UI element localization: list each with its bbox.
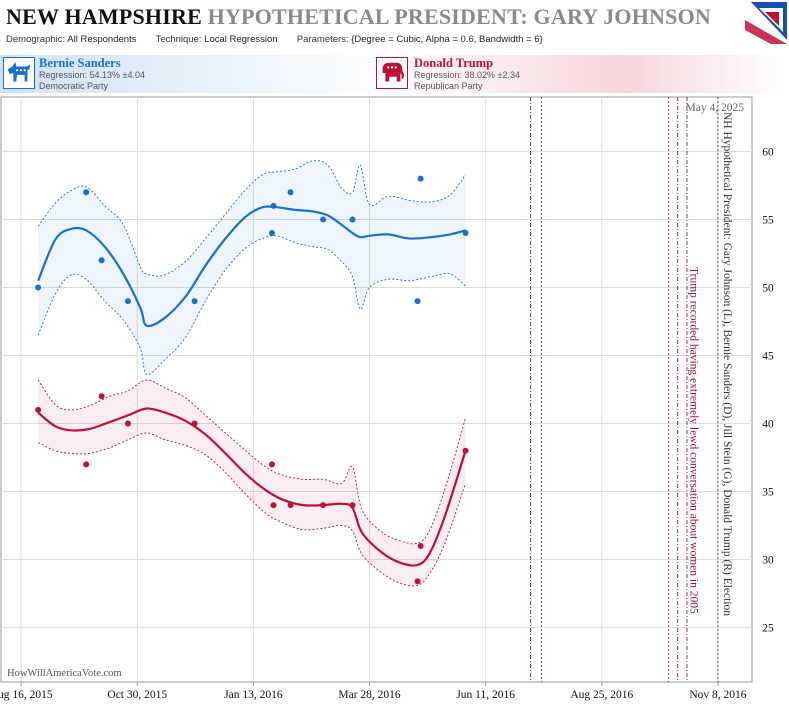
rep-name: Donald Trump (414, 56, 494, 70)
rep-poll-point (191, 420, 198, 427)
rep-poll-point (287, 502, 294, 509)
dem-poll-point (417, 175, 424, 182)
demographic-label: Demographic: (6, 34, 66, 45)
dem-poll-point (414, 298, 421, 305)
rep-poll-point (320, 502, 327, 509)
x-tick-label: Aug 25, 2016 (570, 689, 633, 701)
dem-poll-point (462, 230, 469, 237)
y-tick-label: 45 (762, 350, 774, 362)
dem-poll-point (320, 216, 327, 223)
y-tick-label: 50 (762, 282, 774, 294)
flag-icon (743, 0, 789, 46)
y-tick-label: 60 (762, 146, 774, 158)
rep-poll-point (270, 502, 277, 509)
dem-trend-line (37, 205, 466, 328)
rep-poll-point (268, 461, 275, 468)
dem-name: Bernie Sanders (39, 56, 121, 70)
rep-lower-bound (38, 432, 466, 587)
rep-banner (375, 55, 789, 93)
rep-poll-point (124, 420, 131, 427)
dem-poll-point (35, 284, 42, 291)
event-annotation: Trump recorded having extremely lewd con… (688, 267, 700, 614)
rep-confidence-band (38, 379, 466, 586)
date-label: May 4, 2025 (686, 102, 745, 114)
parameters-line: Demographic: All Respondents Technique: … (6, 34, 543, 45)
page-title: NEW HAMPSHIRE HYPOTHETICAL PRESIDENT: GA… (6, 4, 711, 30)
x-tick-label: Jan 13, 2016 (224, 689, 283, 701)
donkey-icon (3, 57, 35, 89)
dem-poll-point (287, 189, 294, 196)
x-tick-label: Nov 8, 2016 (689, 689, 746, 701)
watermark: HowWillAmericaVote.com (7, 668, 122, 679)
dem-candidate: Bernie Sanders Regression: 54.13% ±4.04 … (39, 57, 145, 92)
rep-poll-point (417, 542, 424, 549)
dem-party: Democratic Party (39, 81, 109, 91)
parameters-value: {Degree = Cubic, Alpha = 0.6, Bandwidth … (351, 34, 543, 45)
dem-regression: Regression: 54.13% ±4.04 (39, 70, 146, 80)
rep-upper-bound (37, 379, 466, 545)
dem-lower-bound (37, 235, 466, 376)
demographic-value: All Respondents (67, 34, 137, 45)
rep-poll-point (349, 502, 356, 509)
parameters-label: Parameters: (296, 34, 349, 45)
x-tick-label: Oct 30, 2015 (107, 689, 167, 701)
title-rest: HYPOTHETICAL PRESIDENT: GARY JOHNSON (207, 4, 711, 29)
rep-poll-point (414, 578, 421, 585)
side-label: NH Hypothetical President: Gary Johnson … (721, 112, 733, 616)
y-tick-label: 55 (762, 214, 774, 226)
technique-label: Technique: (155, 34, 202, 45)
dem-poll-point (98, 257, 105, 264)
y-tick-label: 35 (762, 487, 774, 499)
y-tick-label: 40 (762, 419, 774, 431)
rep-poll-point (35, 406, 42, 413)
x-tick-label: Aug 16, 2015 (0, 689, 53, 701)
dem-poll-point (124, 298, 131, 305)
technique-value: Local Regression (204, 34, 278, 45)
dem-poll-point (270, 202, 277, 209)
y-tick-label: 25 (762, 623, 774, 635)
dem-poll-point (191, 298, 198, 305)
rep-party: Republican Party (414, 81, 483, 91)
dem-poll-point (268, 230, 275, 237)
rep-trend-line (37, 407, 467, 567)
elephant-icon (376, 57, 408, 89)
dem-poll-point (83, 189, 90, 196)
rep-poll-point (83, 461, 90, 468)
plot-area (0, 96, 753, 683)
dem-banner (0, 55, 395, 93)
x-tick-label: Mar 28, 2016 (338, 689, 401, 701)
rep-poll-point (98, 393, 105, 400)
rep-poll-point (462, 447, 469, 454)
rep-regression: Regression: 38.02% ±2.34 (414, 70, 521, 80)
rep-candidate: Donald Trump Regression: 38.02% ±2.34 Re… (414, 57, 520, 92)
x-tick-label: Jun 11, 2016 (456, 689, 515, 701)
y-tick-label: 30 (762, 555, 774, 567)
dem-poll-point (349, 216, 356, 223)
title-state: NEW HAMPSHIRE (6, 4, 202, 29)
